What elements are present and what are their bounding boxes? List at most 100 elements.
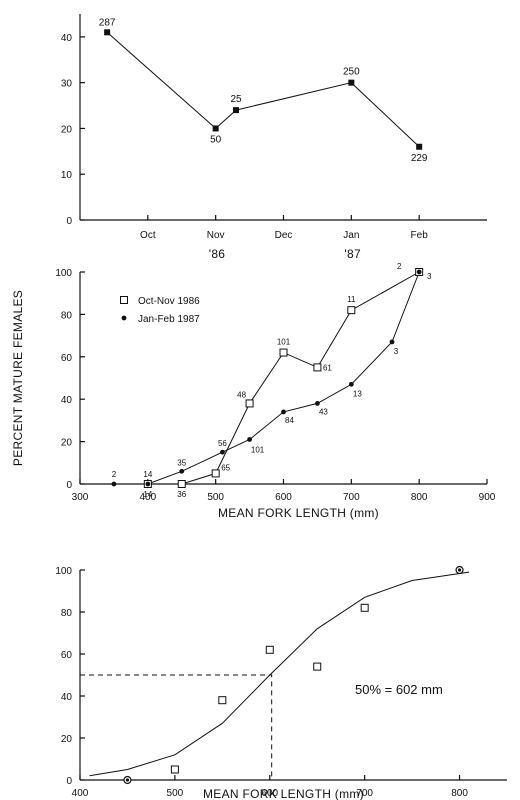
panel-1-month-label: Oct: [140, 230, 156, 241]
panel-2-axes: 0 20 40 60 80 100 300 400 500 600 700 800 900 MEAN FO…: [55, 268, 495, 520]
panel-2-oct-nov-point: [347, 306, 356, 315]
panel-2-jan-feb-line: [113, 271, 420, 485]
panel-2-oct-nov-count-label: 2: [397, 262, 402, 271]
panel-1-sample-size-label: 287: [99, 17, 116, 28]
panel-1-point: [233, 107, 240, 114]
panel-3-x-tick-label: 400: [72, 788, 89, 799]
panel-2-jan-feb-count-label: 13: [353, 389, 362, 398]
panel-2-y-tick-label: 0: [66, 480, 72, 491]
panel-2-y-tick-label: 20: [61, 438, 73, 449]
panel-1-y-tick-label: 0: [66, 216, 72, 227]
panel-3-y-tick-label: 0: [66, 776, 72, 787]
panel-1-y-tick-label: 40: [61, 33, 73, 44]
panel-2-x-tick-label: 900: [479, 492, 496, 503]
panel-2-x-tick-label: 600: [275, 492, 292, 503]
panel-length-maturity-by-season: 0 20 40 60 80 100 300 400 500 600 700 800 900 MEAN FO…: [55, 262, 495, 520]
panel-2-x-tick-label: 800: [411, 492, 428, 503]
panel-3-observed-point: [360, 603, 369, 612]
panel-3-observed-point: [313, 662, 322, 671]
panel-2-jan-feb-count-label: 56: [218, 439, 227, 448]
panel-3-x-tick-label: 700: [356, 788, 373, 799]
panel-2-oct-nov-point: [313, 363, 322, 372]
panel-fitted-maturity-curve: 0 20 40 60 80 100 400 500 600 700 800 MEAN FORK LEN…: [55, 565, 507, 800]
panel-2-y-tick-label: 40: [61, 395, 73, 406]
panel-2-jan-feb-count-label: 43: [319, 407, 328, 416]
panel-1-y-tick-label: 20: [61, 124, 73, 135]
panel-3-y-tick-label: 40: [61, 692, 73, 703]
panel-2-x-axis-label: MEAN FORK LENGTH (mm): [218, 506, 379, 520]
panel-3-y-tick-label: 60: [61, 650, 73, 661]
panel-1-year-label: '86: [209, 247, 226, 261]
panel-1-sample-size-label: 25: [230, 94, 242, 105]
panel-2-oct-nov-point: [177, 480, 186, 488]
panel-2-jan-feb-count-label: 2: [112, 470, 117, 479]
panel-2-jan-feb-count-label: 3: [427, 272, 432, 281]
legend-jan-feb-marker: [121, 315, 127, 321]
panel-2-jan-feb-point: [220, 449, 225, 455]
panel-1-sample-size-label: 50: [210, 134, 222, 145]
panel-2-x-tick-label: 300: [72, 492, 89, 503]
legend-oct-nov-marker: [120, 296, 128, 304]
panel-1-y-tick-label: 30: [61, 79, 73, 90]
panel-1-point: [104, 29, 111, 36]
panel-1-axes: 0 10 20 30 40 Oct Nov Dec Jan Feb '86 '87: [61, 14, 487, 261]
panel-2-x-tick-label: 500: [207, 492, 224, 503]
panel-3-marks: [80, 565, 470, 785]
panel-3-observed-point: [265, 645, 274, 654]
panel-monthly-maturity: 0 10 20 30 40 Oct Nov Dec Jan Feb '86 '87 287 50 25 25…: [61, 14, 487, 261]
panel-2-jan-feb-count-label: 35: [177, 458, 186, 467]
fifty-percent-annotation: 50% = 602 mm: [355, 682, 443, 697]
panel-3-y-tick-label: 20: [61, 734, 73, 745]
panel-1-marks: 287 50 25 250 229: [99, 17, 428, 163]
panel-1-series-line: [106, 31, 420, 148]
panel-1-sample-size-label: 229: [411, 153, 428, 164]
panel-1-point: [348, 79, 355, 86]
panel-2-jan-feb-point: [348, 381, 354, 387]
panel-2-oct-nov-count-label: 48: [237, 390, 246, 399]
panel-1-month-label: Nov: [207, 230, 225, 241]
panel-1-year-label: '87: [344, 247, 361, 261]
panel-2-marks: 14 36 65 48 101 61 11 2 2 14 35 56 101 84 43 13 3 3: [111, 262, 432, 499]
panel-1-point: [416, 143, 423, 150]
panel-2-oct-nov-point: [279, 348, 288, 357]
panel-3-observed-point: [218, 696, 227, 705]
panel-1-point: [212, 125, 219, 132]
panel-2-jan-feb-point: [315, 401, 320, 406]
panel-1-month-label: Jan: [343, 230, 359, 241]
panel-2-y-tick-label: 60: [61, 353, 73, 364]
panel-2-oct-nov-count-label: 65: [221, 463, 230, 472]
panel-2-oct-nov-line: [147, 271, 420, 485]
panel-2-jan-feb-point: [281, 409, 286, 415]
panel-3-observed-point: [170, 765, 179, 774]
panel-3-y-tick-label: 80: [61, 608, 73, 619]
panel-2-jan-feb-point: [247, 437, 252, 442]
panel-2-jan-feb-point: [145, 481, 151, 487]
panel-3-x-tick-label: 600: [261, 788, 278, 799]
panel-2-oct-nov-point: [211, 469, 220, 478]
panel-3-x-tick-label: 500: [167, 788, 184, 799]
panel-3-observed-point-center: [125, 778, 130, 782]
panel-2-jan-feb-point: [389, 339, 395, 345]
panel-1-month-label: Dec: [275, 230, 293, 241]
panel-2-oct-nov-point: [245, 399, 254, 408]
panel-2-jan-feb-point: [111, 481, 117, 487]
panel-1-sample-size-label: 250: [343, 67, 360, 78]
panel-2-oct-nov-count-label: 14: [143, 490, 152, 499]
panel-2-jan-feb-point: [416, 269, 422, 275]
panel-2-legend: Oct-Nov 1986 Jan-Feb 1987: [120, 296, 200, 325]
panel-3-axes: 0 20 40 60 80 100 400 500 600 700 800 MEAN FORK LEN…: [55, 566, 507, 800]
y-axis-label: PERCENT MATURE FEMALES: [11, 290, 25, 466]
panel-2-jan-feb-point: [179, 468, 185, 474]
panel-3-observed-point-center: [457, 568, 462, 572]
legend-jan-feb-label: Jan-Feb 1987: [138, 314, 200, 325]
panel-2-jan-feb-count-label: 14: [143, 470, 152, 479]
panel-3-x-axis-label: MEAN FORK LENGTH (mm): [203, 787, 364, 800]
panel-2-jan-feb-count-label: 3: [394, 347, 399, 356]
panel-3-x-tick-label: 800: [451, 788, 468, 799]
panel-2-oct-nov-count-label: 36: [177, 490, 186, 499]
legend-oct-nov-label: Oct-Nov 1986: [138, 296, 200, 307]
fifty-percent-reference-line: [80, 674, 273, 780]
panel-1-month-label: Feb: [411, 230, 429, 241]
panel-2-y-tick-label: 100: [55, 268, 72, 279]
